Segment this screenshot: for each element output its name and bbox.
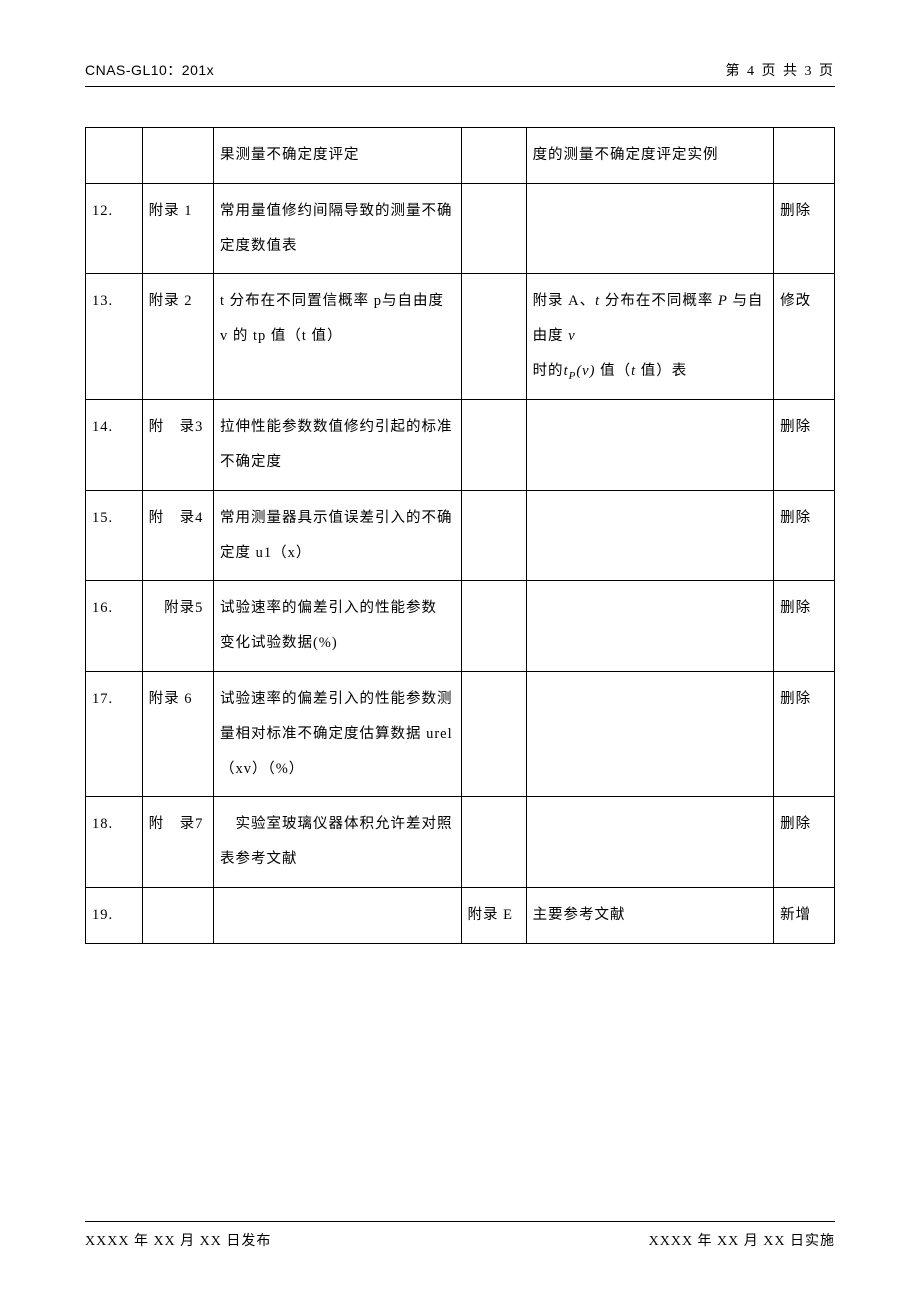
- cell-old-desc: [213, 888, 461, 944]
- cell-old-desc: 常用测量器具示值误差引入的不确定度 u1（x）: [213, 490, 461, 581]
- cell-new-desc: [526, 183, 774, 274]
- cell-index: 15.: [86, 490, 143, 581]
- cell-old-desc: 常用量值修约间隔导致的测量不确定度数值表: [213, 183, 461, 274]
- cell-old-ref: 附录 6: [142, 672, 213, 797]
- cell-new-desc: [526, 490, 774, 581]
- text: 分布在不同概率: [600, 293, 718, 309]
- cell-old-ref: 附 录7: [142, 797, 213, 888]
- cell-action: 删除: [774, 490, 835, 581]
- cell-old-ref: 附录5: [142, 581, 213, 672]
- table-row: 16. 附录5 试验速率的偏差引入的性能参数 变化试验数据(%) 删除: [86, 581, 835, 672]
- table-row: 果测量不确定度评定 度的测量不确定度评定实例: [86, 128, 835, 184]
- footer-effective-date: XXXX 年 XX 月 XX 日实施: [649, 1230, 835, 1250]
- cell-new-desc: 附录 A、t 分布在不同概率 P 与自由度 ν 时的tP(ν) 值（t 值）表: [526, 274, 774, 400]
- cell-action: 删除: [774, 183, 835, 274]
- cell-old-desc: 拉伸性能参数数值修约引起的标准不确定度: [213, 400, 461, 491]
- cell-new-desc: [526, 581, 774, 672]
- cell-new-ref: [461, 400, 526, 491]
- table-row: 19. 附录 E 主要参考文献 新增: [86, 888, 835, 944]
- cell-index: 14.: [86, 400, 143, 491]
- cell-action: 删除: [774, 797, 835, 888]
- cell-index: 18.: [86, 797, 143, 888]
- cell-new-ref: [461, 672, 526, 797]
- cell-text: t 分布在不同置信概率 p与自由度 v 的 tp 值（t 值）: [220, 293, 444, 344]
- cell-old-ref: [142, 888, 213, 944]
- cell-index: 17.: [86, 672, 143, 797]
- cell-old-ref: [142, 128, 213, 184]
- cell-new-ref: 附录 E: [461, 888, 526, 944]
- cell-index: 19.: [86, 888, 143, 944]
- table-row: 18. 附 录7 实验室玻璃仪器体积允许差对照表参考文献 删除: [86, 797, 835, 888]
- text: 时的: [533, 363, 564, 379]
- cell-new-ref: [461, 183, 526, 274]
- cell-index: [86, 128, 143, 184]
- text: 值（: [595, 363, 631, 379]
- cell-new-desc: 主要参考文献: [526, 888, 774, 944]
- cell-action: 新增: [774, 888, 835, 944]
- table-row: 15. 附 录4 常用测量器具示值误差引入的不确定度 u1（x） 删除: [86, 490, 835, 581]
- var-P: P: [718, 293, 728, 309]
- cell-old-desc: 试验速率的偏差引入的性能参数 变化试验数据(%): [213, 581, 461, 672]
- cell-index: 12.: [86, 183, 143, 274]
- cell-old-ref: 附录 1: [142, 183, 213, 274]
- table-row: 14. 附 录3 拉伸性能参数数值修约引起的标准不确定度 删除: [86, 400, 835, 491]
- header-doc-id: CNAS-GL10：201x: [85, 60, 214, 80]
- cell-new-desc: 度的测量不确定度评定实例: [526, 128, 774, 184]
- page: CNAS-GL10：201x 第 4 页 共 3 页 果测量不确定度评定 度的测…: [0, 0, 920, 1302]
- var-nu: ν: [582, 363, 589, 379]
- table-row: 12. 附录 1 常用量值修约间隔导致的测量不确定度数值表 删除: [86, 183, 835, 274]
- cell-action: 删除: [774, 581, 835, 672]
- cell-old-desc: 果测量不确定度评定: [213, 128, 461, 184]
- cell-old-ref: 附 录3: [142, 400, 213, 491]
- table-row: 17. 附录 6 试验速率的偏差引入的性能参数测量相对标准不确定度估算数据 ur…: [86, 672, 835, 797]
- cell-action: [774, 128, 835, 184]
- cell-new-desc: [526, 797, 774, 888]
- text: 值）表: [636, 363, 687, 379]
- cell-new-ref: [461, 797, 526, 888]
- cell-new-ref: [461, 274, 526, 400]
- cell-new-ref: [461, 128, 526, 184]
- cell-index: 16.: [86, 581, 143, 672]
- cell-new-ref: [461, 490, 526, 581]
- cell-old-desc: 实验室玻璃仪器体积允许差对照表参考文献: [213, 797, 461, 888]
- cell-index: 13.: [86, 274, 143, 400]
- cell-action: 删除: [774, 400, 835, 491]
- cell-action: 删除: [774, 672, 835, 797]
- var-nu: ν: [568, 328, 575, 344]
- page-footer: XXXX 年 XX 月 XX 日发布 XXXX 年 XX 月 XX 日实施: [85, 1221, 835, 1250]
- cell-action: 修改: [774, 274, 835, 400]
- text: 附录 A、: [533, 293, 596, 309]
- cell-new-ref: [461, 581, 526, 672]
- cell-old-desc: t 分布在不同置信概率 p与自由度 v 的 tp 值（t 值）: [213, 274, 461, 400]
- table-row: 13. 附录 2 t 分布在不同置信概率 p与自由度 v 的 tp 值（t 值）…: [86, 274, 835, 400]
- cell-new-desc: [526, 400, 774, 491]
- header-page-number: 第 4 页 共 3 页: [726, 60, 836, 80]
- revision-table: 果测量不确定度评定 度的测量不确定度评定实例 12. 附录 1 常用量值修约间隔…: [85, 127, 835, 944]
- page-header: CNAS-GL10：201x 第 4 页 共 3 页: [85, 60, 835, 87]
- cell-new-desc: [526, 672, 774, 797]
- cell-old-ref: 附 录4: [142, 490, 213, 581]
- cell-old-ref: 附录 2: [142, 274, 213, 400]
- cell-old-desc: 试验速率的偏差引入的性能参数测量相对标准不确定度估算数据 urel（xv）（%）: [213, 672, 461, 797]
- footer-publish-date: XXXX 年 XX 月 XX 日发布: [85, 1230, 271, 1250]
